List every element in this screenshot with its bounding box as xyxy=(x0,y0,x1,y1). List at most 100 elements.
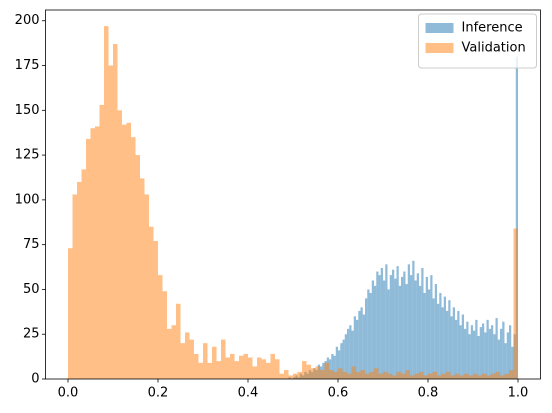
x-tick-label: 0.6 xyxy=(328,386,349,401)
histogram-bar xyxy=(351,366,356,379)
histogram-bar xyxy=(311,368,316,379)
histogram-bar xyxy=(261,359,266,379)
histogram-bar xyxy=(387,289,390,379)
histogram-bar xyxy=(457,310,460,379)
histogram-bar xyxy=(77,181,82,379)
histogram-bar xyxy=(432,298,435,379)
x-tick-label: 0.4 xyxy=(238,386,259,401)
histogram-bar xyxy=(347,373,352,379)
x-tick-label: 0.2 xyxy=(148,386,169,401)
histogram-bar xyxy=(378,373,383,379)
histogram-bar xyxy=(392,269,395,379)
histogram-bar xyxy=(385,264,388,379)
histogram-bar xyxy=(162,291,167,379)
histogram-bar xyxy=(500,328,503,379)
histogram-bar xyxy=(432,371,437,379)
histogram-bar xyxy=(486,375,491,379)
histogram-bar xyxy=(407,264,410,379)
histogram-bar xyxy=(461,314,464,379)
histogram-bar xyxy=(394,278,397,379)
histogram-bar xyxy=(230,353,235,379)
histogram-bar xyxy=(468,334,471,379)
histogram-bar xyxy=(104,26,109,379)
histogram-bar xyxy=(479,327,482,379)
histogram-bar xyxy=(450,316,453,379)
histogram-bar xyxy=(513,228,518,379)
histogram-bar xyxy=(464,328,467,379)
histogram-bar xyxy=(459,325,462,379)
histogram-bar xyxy=(452,307,455,379)
histogram-bar xyxy=(288,375,293,379)
legend: Inference Validation xyxy=(418,13,537,69)
histogram-bar xyxy=(430,275,433,379)
histogram-bar xyxy=(340,343,343,379)
histogram-bar xyxy=(446,310,449,379)
histogram-bar xyxy=(410,375,415,379)
histogram-bar xyxy=(484,332,487,379)
histogram-bar xyxy=(398,285,401,379)
histogram-bar xyxy=(392,375,397,379)
histogram-bar xyxy=(275,359,280,379)
histogram-bar xyxy=(441,307,444,379)
histogram-bar xyxy=(234,361,239,379)
y-tick-label: 200 xyxy=(15,13,40,28)
legend-label: Validation xyxy=(462,41,526,56)
histogram-bar xyxy=(99,104,104,379)
histogram-bar xyxy=(396,371,401,379)
histogram-bar xyxy=(108,65,113,380)
histogram-bar xyxy=(414,373,419,379)
histogram-bar xyxy=(502,321,505,379)
histogram-bar xyxy=(86,138,91,379)
histogram-bar xyxy=(113,44,118,379)
histogram-bar xyxy=(203,343,208,379)
histogram-bar xyxy=(207,362,212,379)
histogram-bar xyxy=(297,371,302,379)
histogram-bar xyxy=(405,370,410,379)
histogram-bar xyxy=(338,350,341,379)
histogram-bar xyxy=(509,370,514,379)
histogram-bar xyxy=(335,346,338,379)
histogram-bar xyxy=(362,314,365,379)
histogram-bar xyxy=(500,375,505,379)
histogram-bar xyxy=(419,371,424,379)
histogram-bar xyxy=(450,375,455,379)
histogram-bar xyxy=(90,128,95,379)
histogram-bar xyxy=(266,362,271,379)
histogram-bar xyxy=(356,371,361,379)
histogram-bar xyxy=(443,296,446,379)
histogram-bar xyxy=(180,343,185,379)
histogram-bar xyxy=(131,137,136,379)
histogram-bar xyxy=(315,366,320,379)
histogram-bar xyxy=(293,373,298,379)
histogram-bar xyxy=(329,359,332,379)
legend-swatch xyxy=(425,23,454,33)
histogram-bar xyxy=(153,241,158,379)
x-tick-label: 0.0 xyxy=(58,386,79,401)
histogram-bar xyxy=(185,332,190,379)
histogram-bar xyxy=(369,293,372,379)
histogram-bar xyxy=(497,339,500,379)
histogram-bar xyxy=(333,355,336,379)
histogram-bar xyxy=(239,355,244,379)
histogram-bar xyxy=(68,248,73,379)
histogram-bar xyxy=(189,339,194,379)
histogram-bar xyxy=(369,371,374,379)
y-tick-label: 50 xyxy=(23,282,40,297)
histogram-bar xyxy=(419,285,422,379)
histogram-bar xyxy=(464,373,469,379)
histogram-bar xyxy=(488,328,491,379)
histogram-bar xyxy=(365,373,370,379)
histogram-bar xyxy=(468,375,473,379)
histogram-bar xyxy=(403,271,406,379)
histogram-bar xyxy=(126,122,131,379)
histogram-bar xyxy=(421,267,424,379)
histogram-bar xyxy=(405,284,408,379)
histogram-bar xyxy=(511,346,514,379)
histogram-bar xyxy=(491,373,496,379)
histogram-bar xyxy=(351,330,354,379)
histogram-bar xyxy=(493,334,496,379)
histogram-bar xyxy=(342,371,347,379)
histogram-bar xyxy=(371,280,374,379)
histogram-bar xyxy=(140,178,145,379)
histogram-bar xyxy=(455,319,458,379)
